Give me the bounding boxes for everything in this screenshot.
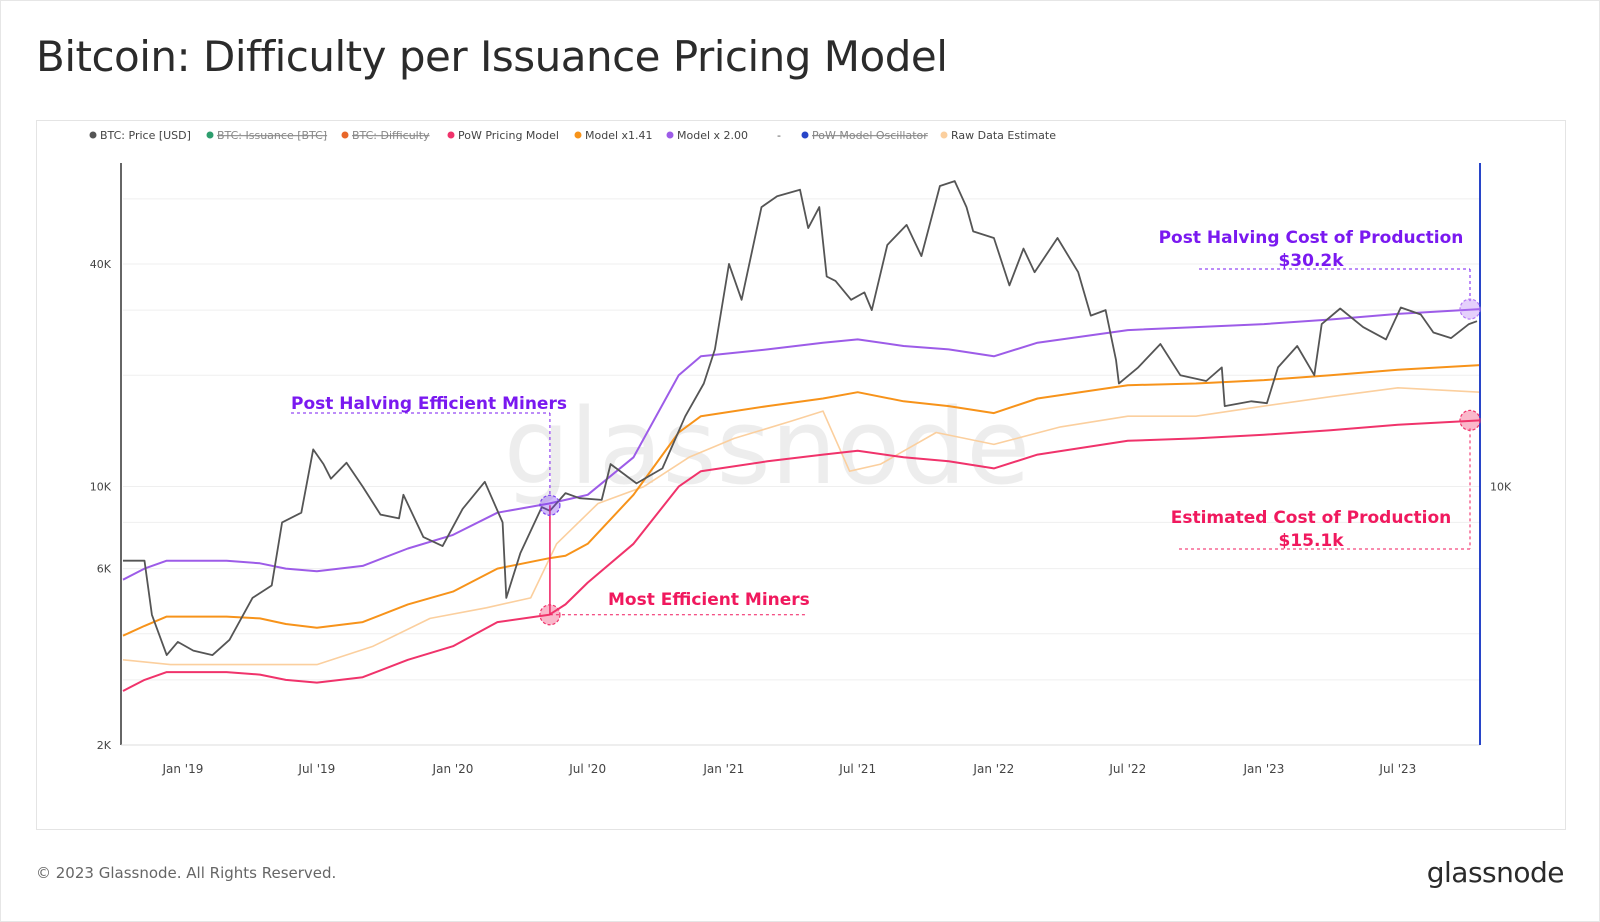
x-tick-label: Jan '23 <box>1243 762 1285 776</box>
legend-item[interactable]: Model x 2.00 <box>677 129 748 142</box>
series-pow-pricing-model-line <box>122 419 1481 692</box>
annotation-marker <box>1459 298 1481 320</box>
x-tick-label: Jul '21 <box>838 762 876 776</box>
y-tick-label: 10K <box>90 481 112 494</box>
legend-swatch-icon <box>447 131 455 139</box>
x-tick-label: Jan '22 <box>972 762 1014 776</box>
legend-swatch-icon <box>940 131 948 139</box>
chart-legend[interactable]: BTC: Price [USD] BTC: Issuance [BTC] BTC: … <box>89 129 1057 142</box>
legend-item[interactable]: PoW Model Oscillator <box>812 129 928 142</box>
legend-swatch-icon <box>801 131 809 139</box>
legend-swatch-icon <box>206 131 214 139</box>
chart-annotations: Post Halving Efficient Miners Most Effici… <box>291 228 1471 616</box>
annotation-marker <box>539 604 561 626</box>
brand-logo: glassnode <box>1426 856 1565 889</box>
legend-swatch-icon <box>89 131 97 139</box>
series-raw-data-estimate-line <box>122 386 1481 666</box>
annotation-post-halving-cost: Post Halving Cost of Production <box>1159 228 1464 248</box>
x-tick-label: Jul '20 <box>568 762 606 776</box>
annotation-post-halving-cost-value: $30.2k <box>1278 251 1344 271</box>
annotation-most-efficient-miners: Most Efficient Miners <box>608 590 810 610</box>
x-tick-label: Jan '21 <box>702 762 744 776</box>
legend-swatch-icon <box>341 131 349 139</box>
chart-axes: 2K 6K 10K 40K 10K Jan '19 Jul '19 Jan '20 Jul '2… <box>90 163 1512 776</box>
legend-item[interactable]: Model x1.41 <box>585 129 653 142</box>
legend-swatch-icon <box>666 131 674 139</box>
series-btc-price-usd-line <box>123 180 1478 656</box>
y-tick-label: 6K <box>97 563 112 576</box>
y-tick-label: 2K <box>97 739 112 752</box>
chart-markers <box>539 298 1481 626</box>
right-axis-tick-label: 10K <box>1490 481 1512 494</box>
x-tick-label: Jul '19 <box>297 762 335 776</box>
annotation-marker <box>1459 409 1481 431</box>
legend-item[interactable]: Raw Data Estimate <box>951 129 1056 142</box>
x-tick-label: Jan '19 <box>161 762 203 776</box>
legend-item[interactable]: BTC: Difficulty <box>352 129 430 142</box>
legend-item[interactable]: PoW Pricing Model <box>458 129 559 142</box>
chart-watermark: glassnode <box>504 386 1031 508</box>
chart-series-group <box>122 180 1481 692</box>
legend-item[interactable]: BTC: Price [USD] <box>100 129 191 142</box>
page-title: Bitcoin: Difficulty per Issuance Pricing… <box>36 32 948 81</box>
legend-item[interactable]: BTC: Issuance [BTC] <box>217 129 327 142</box>
x-tick-label: Jul '22 <box>1108 762 1146 776</box>
annotation-estimated-cost-value: $15.1k <box>1278 531 1344 551</box>
annotation-post-halving-efficient-miners: Post Halving Efficient Miners <box>291 394 567 414</box>
legend-separator: - <box>777 129 781 142</box>
chart-svg: BTC: Price [USD] BTC: Issuance [BTC] BTC: … <box>89 129 1512 776</box>
legend-swatch-icon <box>574 131 582 139</box>
y-tick-label: 40K <box>90 258 112 271</box>
x-tick-label: Jan '20 <box>432 762 474 776</box>
x-tick-label: Jul '23 <box>1378 762 1416 776</box>
copyright-footer: © 2023 Glassnode. All Rights Reserved. <box>36 864 337 882</box>
annotation-marker <box>539 494 561 516</box>
annotation-estimated-cost: Estimated Cost of Production <box>1171 508 1452 528</box>
series-model-x1-41-line <box>122 364 1481 637</box>
chart-frame: BTC: Price [USD] BTC: Issuance [BTC] BTC: … <box>36 120 1566 830</box>
series-model-x-2-00-line <box>122 308 1481 581</box>
